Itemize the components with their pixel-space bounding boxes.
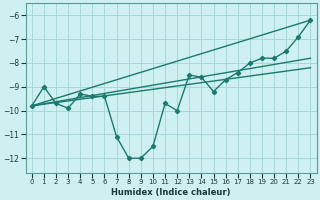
X-axis label: Humidex (Indice chaleur): Humidex (Indice chaleur) (111, 188, 231, 197)
